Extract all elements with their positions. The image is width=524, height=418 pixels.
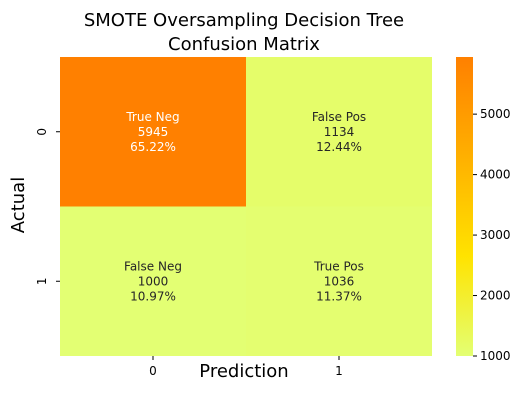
cell-percent: 12.44% <box>316 140 362 154</box>
x-tick-label: 0 <box>149 364 157 378</box>
y-tick-label: 1 <box>35 277 49 285</box>
cell-value: 1036 <box>324 274 355 288</box>
y-tick-label: 0 <box>35 128 49 136</box>
chart-title-line2: Confusion Matrix <box>168 34 320 55</box>
colorbar-tick-label: 2000 <box>480 289 511 303</box>
cell-percent: 65.22% <box>130 140 176 154</box>
y-ticks: 01 <box>35 128 60 285</box>
x-tick-label: 1 <box>335 364 343 378</box>
cell-label: False Neg <box>124 259 182 273</box>
colorbar-ticks: 1000 2000 3000 4000 5000 <box>473 107 511 363</box>
chart-title-line1: SMOTE Oversampling Decision Tree <box>84 10 404 31</box>
cell-value: 1000 <box>138 274 169 288</box>
cell-percent: 11.37% <box>316 289 362 303</box>
cell-value: 1134 <box>324 125 355 139</box>
cell-percent: 10.97% <box>130 289 176 303</box>
colorbar-tick-label: 1000 <box>480 349 511 363</box>
cell-label: True Neg <box>125 110 179 124</box>
cell-label: True Pos <box>313 259 364 273</box>
y-axis-label: Actual <box>8 177 29 233</box>
colorbar-tick-label: 5000 <box>480 107 511 121</box>
cell-label: False Pos <box>312 110 366 124</box>
colorbar-tick-label: 4000 <box>480 168 511 182</box>
colorbar <box>456 57 473 356</box>
x-axis-label: Prediction <box>199 361 288 382</box>
colorbar-tick-label: 3000 <box>480 228 511 242</box>
cell-value: 5945 <box>138 125 169 139</box>
